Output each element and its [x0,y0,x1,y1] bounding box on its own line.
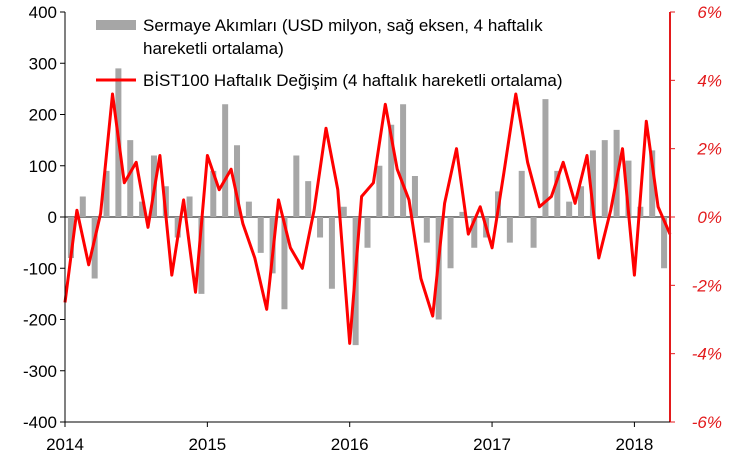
bist100-line [63,92,672,345]
right-tick-label: -4% [692,345,722,364]
left-tick-label: 200 [29,106,57,125]
flow-bar [400,104,407,217]
flow-bar [174,217,181,238]
flow-bar [210,170,217,217]
flow-bar [530,217,537,248]
flow-bar [554,170,561,217]
flow-bar [222,104,229,217]
flow-bar [625,160,632,217]
legend-line-label: BİST100 Haftalık Değişim (4 haftalık har… [143,71,563,90]
flow-bar [578,186,585,217]
flow-bar [328,217,335,289]
right-tick-label: 2% [696,140,722,159]
flow-bar [364,217,371,248]
right-tick-label: 0% [697,208,722,227]
flow-bar [601,140,608,217]
flow-bar [139,201,146,217]
flow-bar [411,176,418,217]
left-tick-label: -200 [23,311,57,330]
flow-bar [542,99,549,217]
flow-bar [506,217,513,243]
x-tick-label: 2017 [473,435,511,454]
x-tick-label: 2018 [615,435,653,454]
flow-bar [103,170,110,217]
x-tick-label: 2014 [46,435,84,454]
flow-bar [589,150,596,217]
flow-bar [649,150,656,217]
flow-bar [67,217,74,258]
flow-bar [566,201,573,217]
flow-bar [293,155,300,217]
right-tick-label: 6% [697,3,722,22]
flow-bar [281,217,288,310]
flow-bar [198,217,205,294]
flow-bar [91,217,98,279]
right-tick-label: -2% [692,276,722,295]
flow-bar [388,124,395,217]
flow-bar [661,217,668,269]
flow-bar [340,206,347,217]
flow-bar [518,170,525,217]
left-tick-label: 400 [29,3,57,22]
flow-bar [459,211,466,217]
flow-bar [234,145,241,217]
flow-bar [79,196,86,217]
left-tick-label: 100 [29,157,57,176]
flow-bar [245,201,252,217]
flow-bar [471,217,478,248]
flow-bar [317,217,324,238]
left-tick-label: 300 [29,54,57,73]
right-tick-label: -6% [692,413,722,432]
left-tick-label: 0 [48,208,57,227]
legend-bar-label: Sermaye Akımları (USD milyon, sağ eksen,… [143,16,543,35]
x-tick-label: 2015 [188,435,226,454]
x-tick-label: 2016 [331,435,369,454]
legend-bar-label-cont: hareketli ortalama) [143,39,284,58]
legend-bar-swatch [96,20,136,30]
flow-bar [257,217,264,253]
flow-bar [423,217,430,243]
right-tick-label: 4% [697,71,722,90]
flow-bar [305,181,312,217]
left-tick-label: -100 [23,259,57,278]
flow-bar [376,165,383,217]
left-tick-label: -300 [23,362,57,381]
left-tick-label: -400 [23,413,57,432]
flow-bar [186,196,193,217]
flow-bar [127,140,134,217]
flow-bar [447,217,454,269]
